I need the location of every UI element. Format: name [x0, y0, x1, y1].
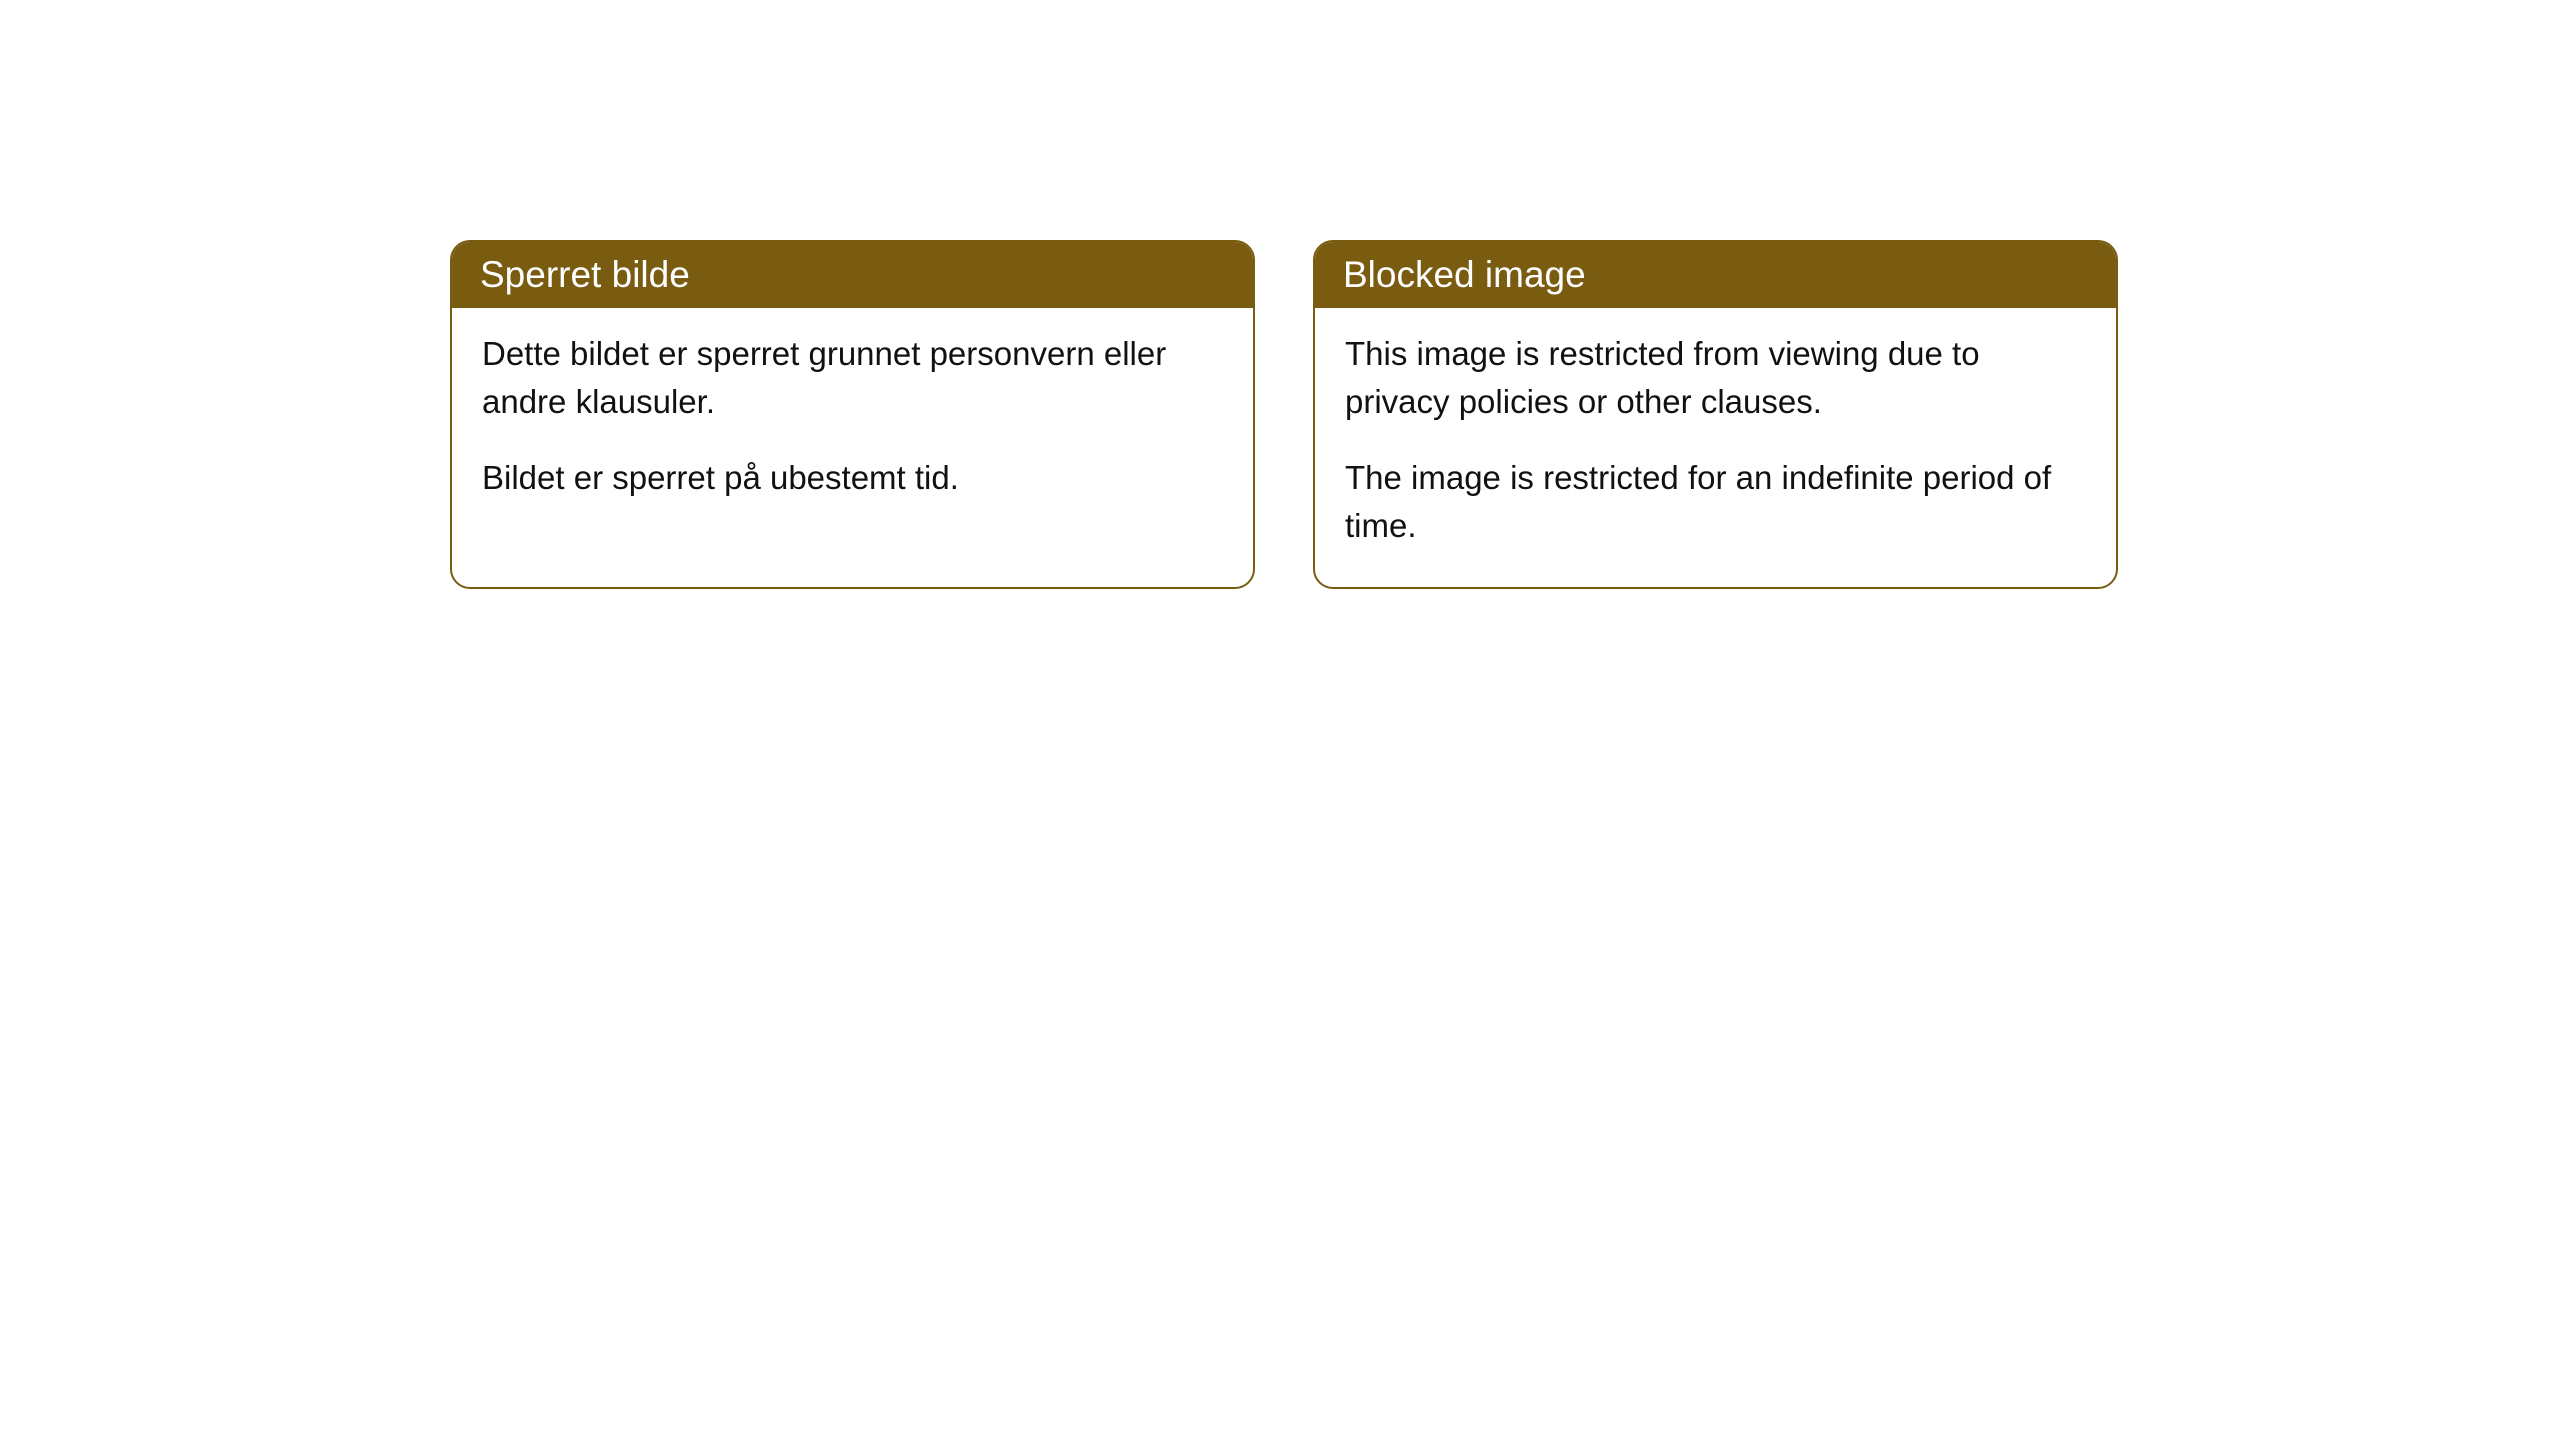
- notice-card-norwegian: Sperret bilde Dette bildet er sperret gr…: [450, 240, 1255, 589]
- notice-card-english: Blocked image This image is restricted f…: [1313, 240, 2118, 589]
- card-header: Blocked image: [1315, 242, 2116, 308]
- card-paragraph: Bildet er sperret på ubestemt tid.: [482, 454, 1223, 502]
- card-body: This image is restricted from viewing du…: [1315, 308, 2116, 587]
- card-body: Dette bildet er sperret grunnet personve…: [452, 308, 1253, 540]
- card-paragraph: The image is restricted for an indefinit…: [1345, 454, 2086, 550]
- card-title: Blocked image: [1343, 254, 1586, 295]
- card-paragraph: Dette bildet er sperret grunnet personve…: [482, 330, 1223, 426]
- card-title: Sperret bilde: [480, 254, 690, 295]
- card-paragraph: This image is restricted from viewing du…: [1345, 330, 2086, 426]
- notice-cards-container: Sperret bilde Dette bildet er sperret gr…: [450, 240, 2560, 589]
- card-header: Sperret bilde: [452, 242, 1253, 308]
